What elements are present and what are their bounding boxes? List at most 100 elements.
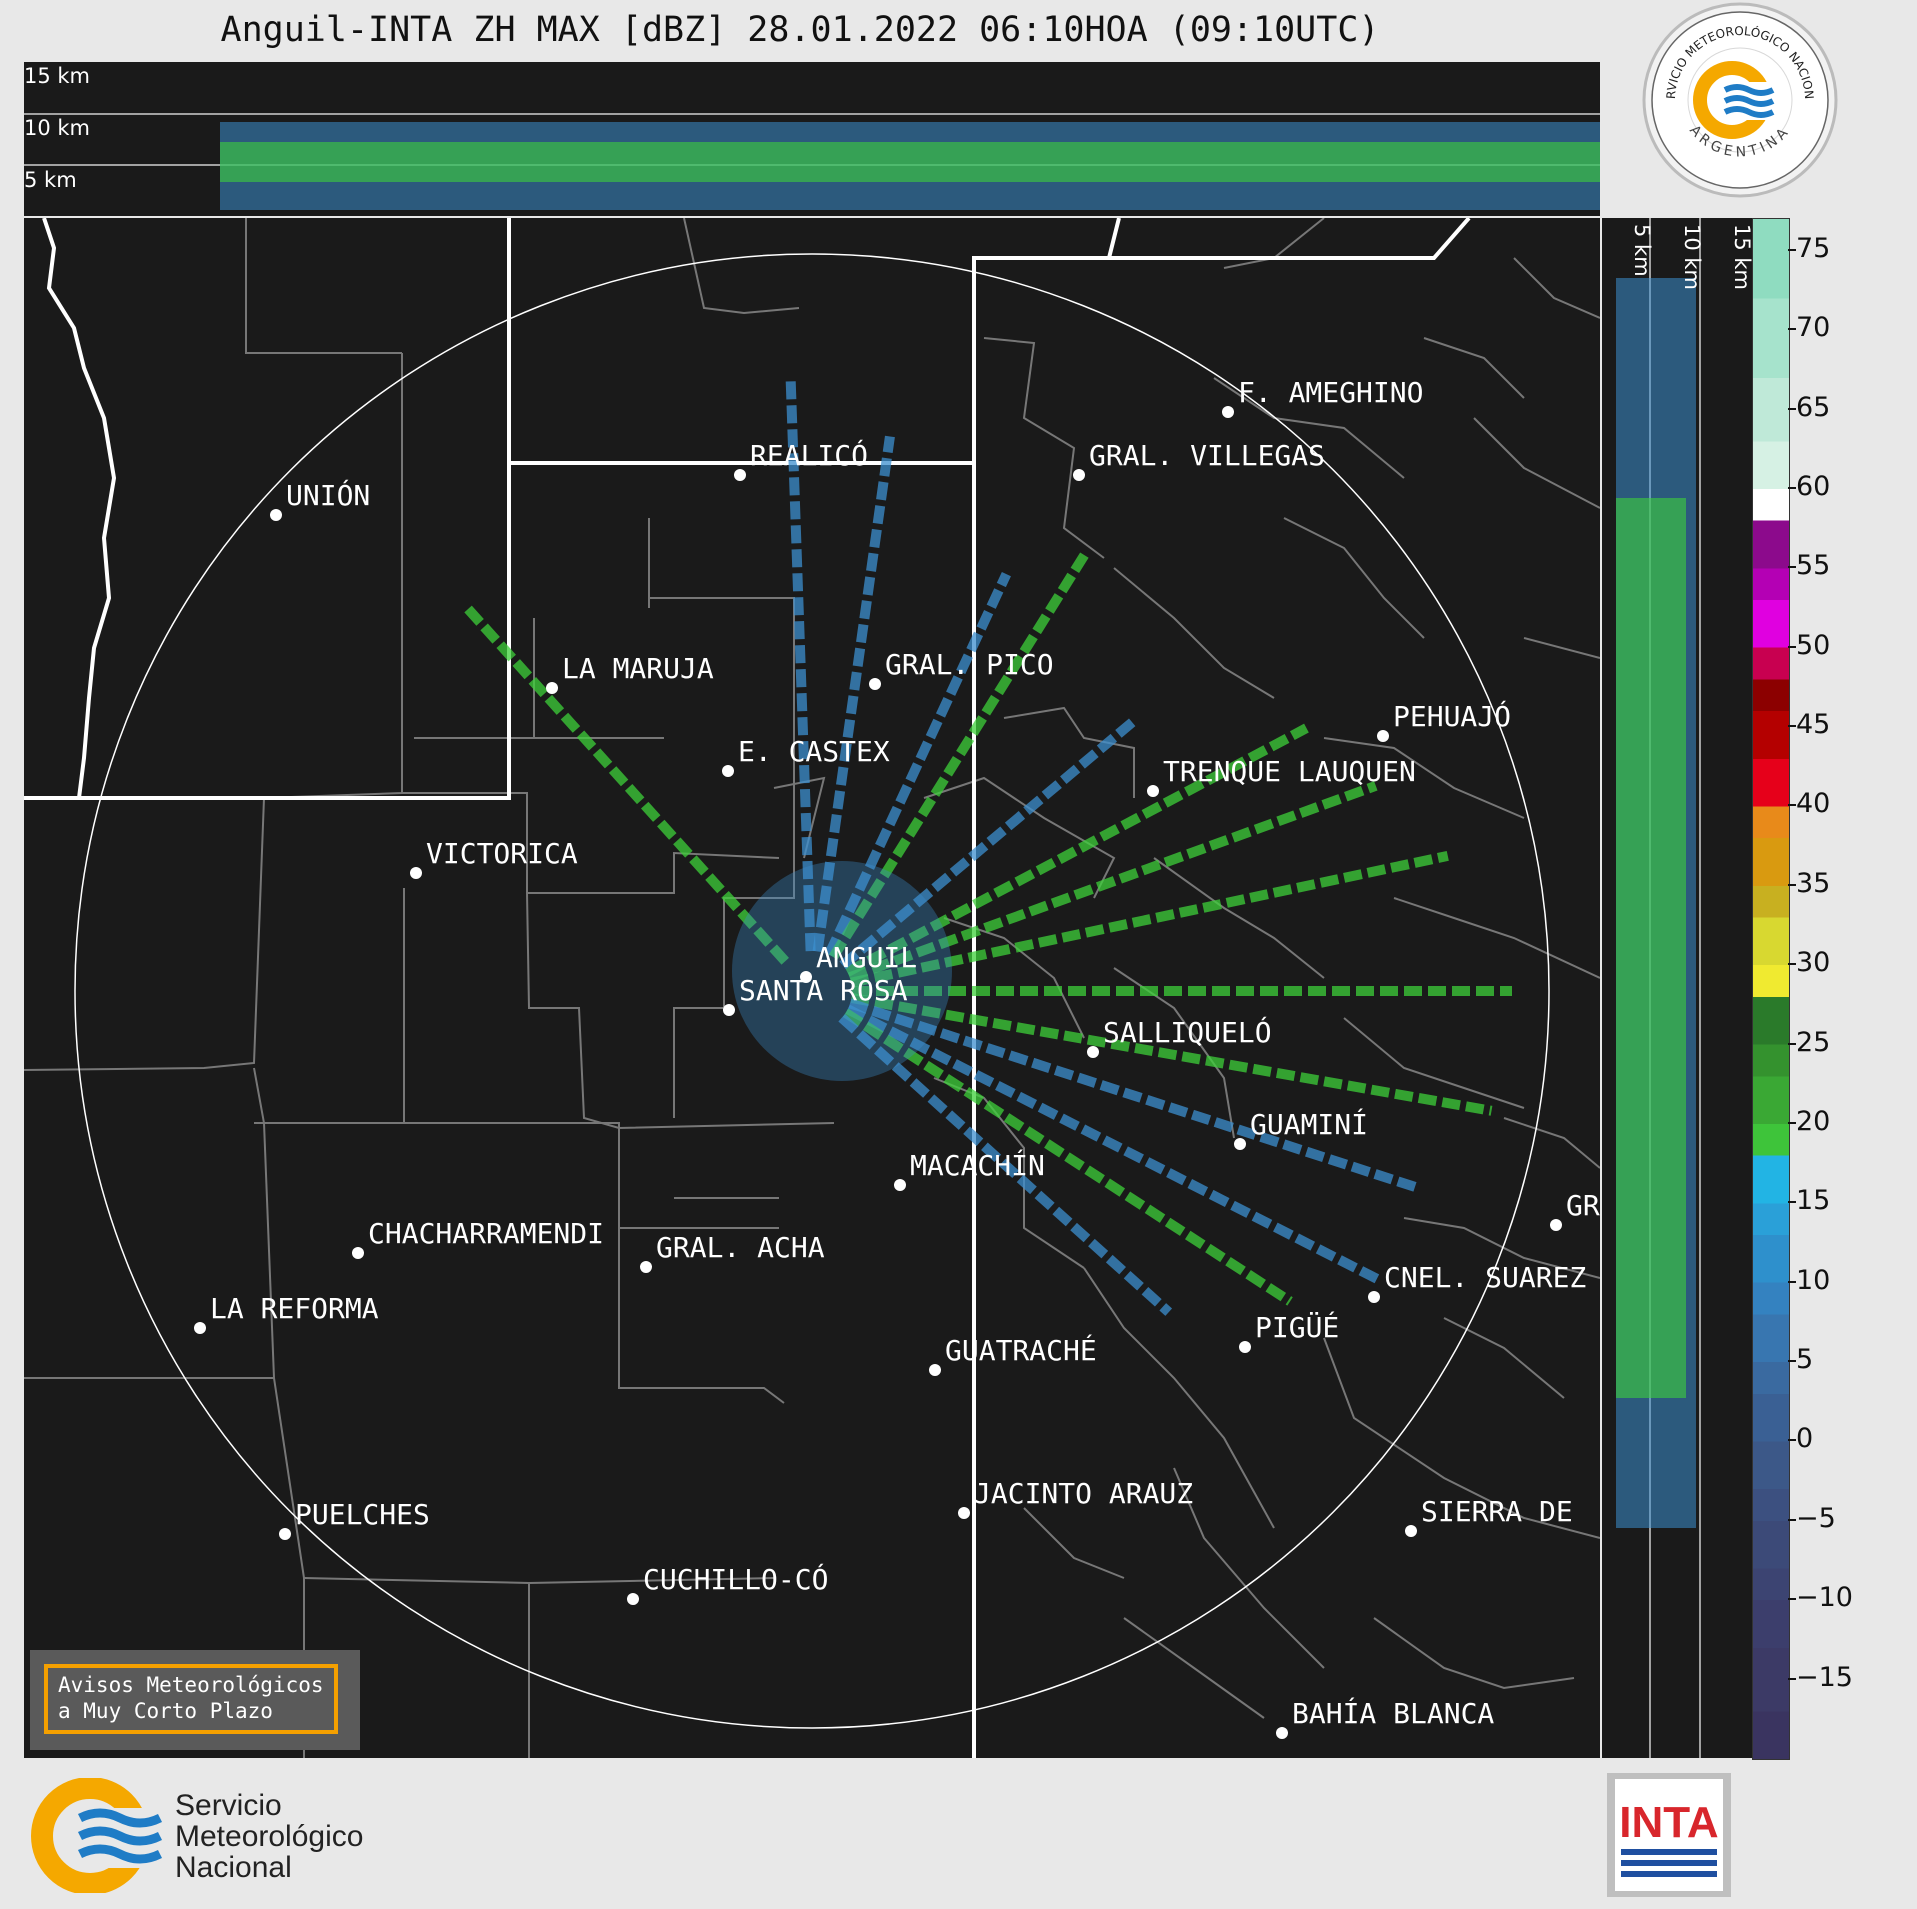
top-alt-15: 15 km [24,64,91,88]
side-alt-10: 10 km [1680,224,1704,291]
colorbar-tickmark [1788,486,1796,489]
city-santa-rosa: SANTA ROSA [723,974,908,1016]
colorbar-tickmark [1788,1677,1796,1680]
echo-ray [845,1004,1385,1287]
svg-text:CNEL. SUAREZ: CNEL. SUAREZ [1384,1261,1586,1294]
side-alt-5: 5 km [1630,224,1654,277]
echo-ray [844,723,1309,977]
city-macachin: MACACHÍN [894,1148,1045,1191]
city-guatrache: GUATRACHÉ [929,1333,1097,1376]
colorbar-tickmark [1788,883,1796,886]
top-echo-core [220,142,1600,182]
svg-text:TRENQUE LAUQUEN: TRENQUE LAUQUEN [1163,755,1416,788]
colorbar-tickmark [1788,1201,1796,1204]
smn-name: Servicio Meteorológico Nacional [175,1790,363,1883]
colorbar-tick-label: 0 [1796,1423,1814,1455]
city-gral-pico: GRAL. PICO [869,648,1054,690]
colorbar-tick-label: 70 [1796,312,1831,344]
colorbar-tickmark [1788,407,1796,410]
city-victorica: VICTORICA [410,837,578,879]
svg-text:PIGÜÉ: PIGÜÉ [1255,1310,1339,1344]
colorbar-tickmark [1788,1042,1796,1045]
notice-line-2: a Muy Corto Plazo [58,1699,273,1723]
echo-ray [460,601,789,965]
echo-ray [847,781,1378,983]
colorbar-tick-label: 65 [1796,391,1831,423]
radar-map: F. AMEGHINO GRAL. VILLEGAS REALICÓ UNIÓN… [24,218,1600,1758]
city-bahia-blanca: BAHÍA BLANCA [1276,1696,1494,1739]
city-gral-villegas: GRAL. VILLEGAS [1073,439,1325,481]
svg-text:GUATRACHÉ: GUATRACHÉ [945,1333,1097,1367]
echo-ray [828,547,1092,960]
city-e-castex: E. CASTEX [722,735,890,777]
svg-text:GRAL. VILLEGAS: GRAL. VILLEGAS [1089,439,1325,472]
colorbar-tick-label: −5 [1796,1502,1836,1534]
side-echo-core [1616,498,1686,1398]
echo-ray [812,435,895,953]
colorbar-tick-label: 60 [1796,470,1831,502]
svg-text:LA MARUJA: LA MARUJA [562,652,714,685]
city-guamini: GUAMINÍ [1234,1107,1368,1150]
city-cuchillo-co: CUCHILLO-CÓ [627,1562,828,1605]
smn-name-line-2: Meteorológico [175,1820,364,1853]
city-jacinto-arauz: JACINTO ARAUZ [958,1477,1193,1519]
city-sierra-de: SIERRA DE [1405,1495,1573,1537]
colorbar-tick-label: 75 [1796,232,1831,264]
colorbar-tickmark [1788,1280,1796,1283]
city-markers: F. AMEGHINO GRAL. VILLEGAS REALICÓ UNIÓN… [194,376,1600,1739]
colorbar-tick-label: 55 [1796,550,1831,582]
colorbar-tickmark [1788,963,1796,966]
svg-text:GRAL. ACHA: GRAL. ACHA [656,1231,825,1264]
colorbar-tickmark [1788,1439,1796,1442]
echo-ray [842,1008,1293,1306]
echo-cluster [732,861,952,1081]
echo-ray [850,850,1449,988]
city-la-maruja: LA MARUJA [546,652,714,694]
inta-logo: INTA [1607,1773,1731,1897]
colorbar-tickmark [1788,1121,1796,1124]
page-title: Anguil-INTA ZH MAX [dBZ] 28.01.2022 06:1… [220,10,1380,50]
city-puelches: PUELCHES [279,1498,430,1540]
svg-text:PUELCHES: PUELCHES [295,1498,430,1531]
colorbar-tickmark [1788,1598,1796,1601]
colorbar-tickmark [1788,1360,1796,1363]
city-gral-acha: GRAL. ACHA [640,1231,825,1273]
echo-ray [848,998,1423,1194]
svg-text:E. CASTEX: E. CASTEX [738,735,890,768]
top-alt-10: 10 km [24,116,91,140]
side-cross-section-plot [1616,218,1701,1758]
top-alt-5: 5 km [24,168,77,192]
inta-text: INTA [1619,1798,1718,1847]
svg-text:UNIÓN: UNIÓN [286,478,370,512]
side-cross-section: 5 km 10 km 15 km [1602,218,1754,1758]
city-realico: REALICÓ [734,438,868,481]
side-alt-15: 15 km [1730,224,1754,291]
colorbar-tick-label: 20 [1796,1105,1831,1137]
city-la-reforma: LA REFORMA [194,1292,379,1334]
dbz-colorbar [1752,218,1790,1760]
svg-text:F. AMEGHINO: F. AMEGHINO [1238,376,1423,409]
colorbar-tick-label: 50 [1796,629,1831,661]
colorbar-tick-label: 10 [1796,1264,1831,1296]
colorbar-tickmark [1788,566,1796,569]
colorbar-tick-label: 35 [1796,867,1831,899]
department-borders [24,218,1600,1758]
svg-text:VICTORICA: VICTORICA [426,837,578,870]
colorbar-tick-label: 40 [1796,788,1831,820]
colorbar-tickmark [1788,645,1796,648]
echo-ray [850,993,1493,1116]
city-union: UNIÓN [270,478,370,521]
city-trenque-lauquen: TRENQUE LAUQUEN [1147,755,1416,797]
radar-range-ring [74,253,1550,1729]
city-f-ameghino: F. AMEGHINO [1222,376,1423,418]
svg-text:LA REFORMA: LA REFORMA [210,1292,379,1325]
radar-echoes [460,381,1512,1316]
svg-text:CHACHARRAMENDI: CHACHARRAMENDI [368,1217,604,1250]
smn-name-line-3: Nacional [175,1851,292,1884]
svg-text:ANGUIL: ANGUIL [816,941,917,974]
smn-logo [30,1778,420,1893]
city-pigue: PIGÜÉ [1239,1310,1339,1353]
colorbar-tick-label: 25 [1796,1026,1831,1058]
colorbar-tickmark [1788,1518,1796,1521]
colorbar-tick-label: 5 [1796,1344,1814,1376]
